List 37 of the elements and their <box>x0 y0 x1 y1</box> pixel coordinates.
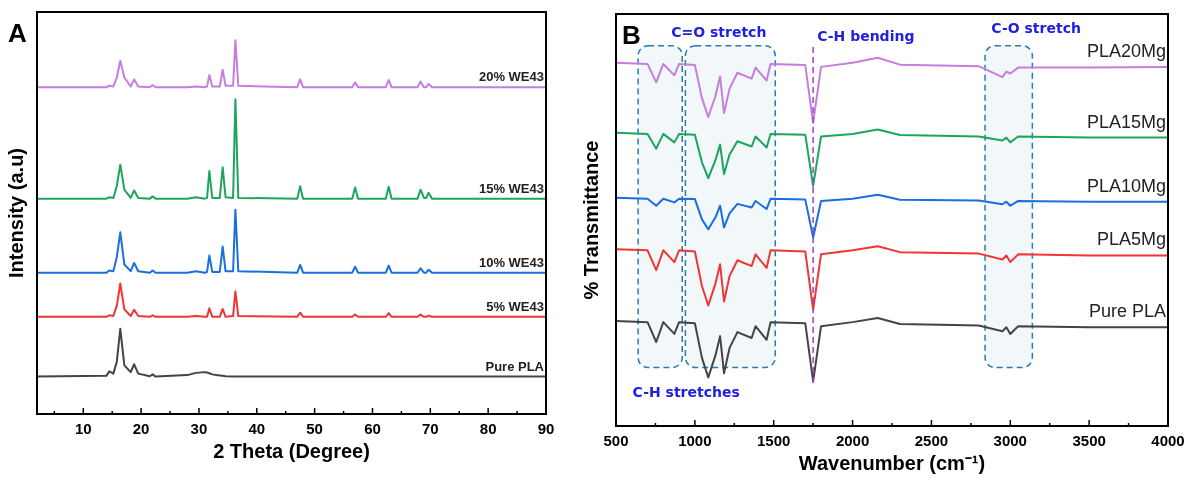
x-tick-label: 500 <box>603 432 629 449</box>
chart-title: A <box>8 18 27 48</box>
x-tick-label: 3000 <box>993 432 1027 449</box>
ref-line-label: C-H bending <box>817 27 915 44</box>
x-tick-label: 60 <box>364 420 381 437</box>
x-axis-title: 2 Theta (Degree) <box>213 440 370 462</box>
series-label: PLA20Mg <box>1086 40 1166 61</box>
series-label: 5% WE43 <box>486 298 544 314</box>
x-tick-label: 1500 <box>757 432 791 449</box>
x-tick-label: 2000 <box>835 432 870 449</box>
x-tick-label: 50 <box>306 420 323 437</box>
x-tick-label: 1000 <box>678 432 712 449</box>
x-tick-label: 40 <box>248 420 266 437</box>
y-axis-title: % Transmittance <box>580 140 602 300</box>
annotation: C-H stretches <box>632 384 740 401</box>
text: C-O stretch <box>991 19 1081 36</box>
series-label: 10% WE43 <box>478 254 544 270</box>
x-tick-label: 30 <box>190 420 208 437</box>
y-axis-title: Intensity (a.u) <box>5 147 27 279</box>
x-tick-label: 20 <box>132 420 150 437</box>
x-tick-label: 70 <box>421 420 439 437</box>
x-tick-label: 10 <box>74 420 92 437</box>
x-tick-label: 2500 <box>914 432 949 449</box>
series-label: PLA15Mg <box>1086 111 1166 132</box>
series-label: Pure PLA <box>1088 301 1166 322</box>
series-label: 20% WE43 <box>478 69 544 85</box>
x-tick-label: 90 <box>537 420 555 437</box>
series-label: PLA5Mg <box>1096 229 1166 250</box>
chart-title: B <box>622 20 641 50</box>
series-label: Pure PLA <box>485 358 545 374</box>
x-tick-label: 4000 <box>1151 432 1185 449</box>
series-label: 15% WE43 <box>478 180 544 196</box>
x-tick-label: 80 <box>479 420 497 437</box>
x-tick-label: 3500 <box>1072 432 1106 449</box>
x-axis-title: Wavenumber (cm⁻¹) <box>798 452 986 474</box>
text: C=O stretch <box>671 23 767 40</box>
series-label: PLA10Mg <box>1086 175 1166 196</box>
